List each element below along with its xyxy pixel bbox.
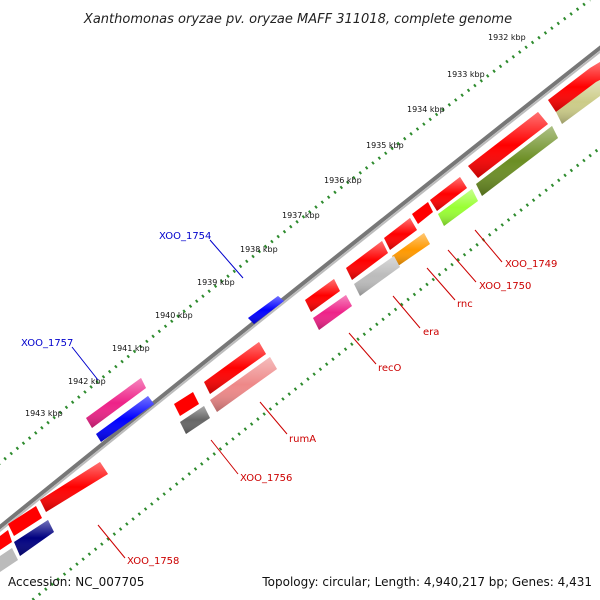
leader-line bbox=[259, 401, 288, 435]
gene-red-8[interactable] bbox=[204, 342, 266, 394]
kbp-label: 1941 kbp bbox=[112, 344, 150, 353]
gene-label-xoo1758[interactable]: XOO_1758 bbox=[127, 556, 179, 567]
kbp-label: 1940 kbp bbox=[155, 311, 193, 320]
gene-navy[interactable] bbox=[14, 520, 54, 556]
gene-olive[interactable] bbox=[476, 126, 558, 196]
gene-label-xoo1749[interactable]: XOO_1749 bbox=[505, 259, 557, 270]
leader-line bbox=[71, 346, 99, 381]
gene-label-xoo1750[interactable]: XOO_1750 bbox=[479, 281, 531, 292]
gene-gray-left[interactable] bbox=[0, 548, 18, 572]
gene-orange-rnc[interactable] bbox=[392, 233, 430, 266]
gene-khaki[interactable] bbox=[556, 80, 600, 124]
inner-ruler bbox=[30, 145, 600, 600]
kbp-label: 1936 kbp bbox=[324, 176, 362, 185]
kbp-label: 1937 kbp bbox=[282, 211, 320, 220]
genome-title: Xanthomonas oryzae pv. oryzae MAFF 31101… bbox=[83, 12, 512, 27]
kbp-label: 1938 kbp bbox=[240, 245, 278, 254]
leader-line bbox=[210, 439, 239, 475]
gene-label-reco[interactable]: recO bbox=[378, 363, 402, 374]
gene-magenta-xoo1757[interactable] bbox=[86, 378, 146, 428]
gene-darkgray-xoo1756[interactable] bbox=[180, 406, 210, 434]
gene-gray-era[interactable] bbox=[354, 256, 400, 296]
leader-line bbox=[209, 239, 244, 279]
gene-blue-xoo1754[interactable] bbox=[248, 296, 284, 324]
leader-line bbox=[348, 332, 377, 365]
genome-backbone bbox=[0, 45, 600, 530]
leader-line bbox=[447, 249, 477, 283]
gene-blue-lower[interactable] bbox=[96, 396, 154, 442]
gene-label-era[interactable]: era bbox=[423, 327, 439, 338]
gene-red-9[interactable] bbox=[174, 392, 199, 416]
gene-label-xoo1756[interactable]: XOO_1756 bbox=[240, 473, 292, 484]
gene-lime-xoo1749[interactable] bbox=[438, 189, 478, 226]
gene-label-rnc[interactable]: rnc bbox=[457, 299, 473, 310]
gene-red-10[interactable] bbox=[40, 462, 108, 512]
kbp-label: 1934 kbp bbox=[407, 105, 445, 114]
gene-red-2[interactable] bbox=[468, 112, 548, 178]
gene-red-3[interactable] bbox=[430, 177, 467, 211]
gene-red-5[interactable] bbox=[384, 218, 417, 250]
gene-label-xoo1757[interactable]: XOO_1757 bbox=[21, 338, 73, 349]
kbp-label: 1935 kbp bbox=[366, 141, 404, 150]
gene-red-12[interactable] bbox=[0, 530, 12, 550]
gene-red-1[interactable] bbox=[548, 62, 600, 112]
leader-line bbox=[97, 524, 126, 559]
gene-red-6[interactable] bbox=[346, 241, 388, 280]
gene-pink-ruma[interactable] bbox=[210, 357, 277, 412]
accession-label: Accession: NC_007705 bbox=[8, 575, 144, 589]
kbp-label: 1939 kbp bbox=[197, 278, 235, 287]
kbp-label: 1932 kbp bbox=[488, 33, 526, 42]
leader-line bbox=[474, 229, 503, 263]
kbp-label: 1942 kbp bbox=[68, 377, 106, 386]
topology-label: Topology: circular; Length: 4,940,217 bp… bbox=[261, 575, 592, 589]
gene-label-xoo1754[interactable]: XOO_1754 bbox=[159, 231, 211, 242]
gene-magenta-reco[interactable] bbox=[313, 295, 352, 330]
gene-red-7[interactable] bbox=[305, 279, 340, 312]
leader-line bbox=[392, 295, 421, 329]
gene-label-ruma[interactable]: rumA bbox=[289, 434, 316, 445]
leader-line bbox=[426, 267, 456, 301]
outer-ruler bbox=[0, 0, 591, 465]
kbp-label: 1933 kbp bbox=[447, 70, 485, 79]
gene-red-11[interactable] bbox=[8, 506, 42, 536]
gene-red-4[interactable] bbox=[412, 202, 433, 224]
kbp-label: 1943 kbp bbox=[25, 409, 63, 418]
